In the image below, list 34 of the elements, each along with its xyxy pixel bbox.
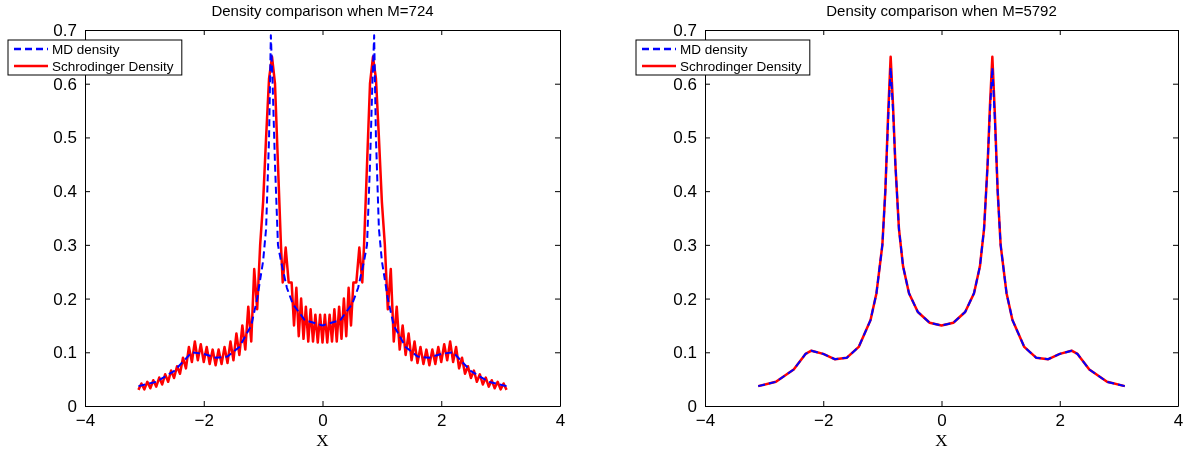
x-tick-label: 2 bbox=[1055, 411, 1065, 431]
y-tick-label: 0.6 bbox=[53, 74, 77, 94]
x-tick-label: −2 bbox=[814, 411, 834, 431]
x-tick-label: −4 bbox=[75, 411, 96, 431]
y-tick-label: 0.4 bbox=[673, 182, 697, 202]
y-tick-label: 0.3 bbox=[673, 235, 697, 255]
y-tick-label: 0.5 bbox=[673, 128, 697, 148]
x-tick-label: 0 bbox=[318, 411, 328, 431]
y-tick-label: 0.4 bbox=[53, 182, 77, 202]
legend-label: Schrodinger Density bbox=[52, 59, 174, 74]
legend-label: MD density bbox=[52, 42, 120, 57]
y-tick-label: 0.2 bbox=[673, 289, 697, 309]
y-tick-label: 0.2 bbox=[53, 289, 77, 309]
legend-label: Schrodinger Density bbox=[680, 59, 802, 74]
y-tick-label: 0.7 bbox=[53, 20, 77, 40]
y-tick-label: 0.1 bbox=[53, 343, 77, 363]
chart-title: Density comparison when M=724 bbox=[211, 2, 434, 19]
legend-label: MD density bbox=[680, 42, 748, 57]
x-axis-title: X bbox=[935, 431, 948, 450]
y-tick-label: 0.3 bbox=[53, 235, 77, 255]
y-tick-label: 0.6 bbox=[673, 74, 697, 94]
y-tick-label: 0.1 bbox=[673, 343, 697, 363]
y-tick-label: 0 bbox=[67, 396, 77, 416]
y-tick-label: 0.7 bbox=[673, 20, 697, 40]
x-tick-label: 4 bbox=[555, 411, 566, 431]
x-tick-label: 2 bbox=[437, 411, 447, 431]
y-tick-label: 0 bbox=[687, 396, 697, 416]
x-tick-label: 0 bbox=[937, 411, 947, 431]
x-tick-label: −4 bbox=[695, 411, 716, 431]
y-tick-label: 0.5 bbox=[53, 128, 77, 148]
x-tick-label: −2 bbox=[194, 411, 214, 431]
x-tick-label: 4 bbox=[1173, 411, 1184, 431]
chart-title: Density comparison when M=5792 bbox=[826, 2, 1057, 19]
x-axis-title: X bbox=[316, 431, 329, 450]
